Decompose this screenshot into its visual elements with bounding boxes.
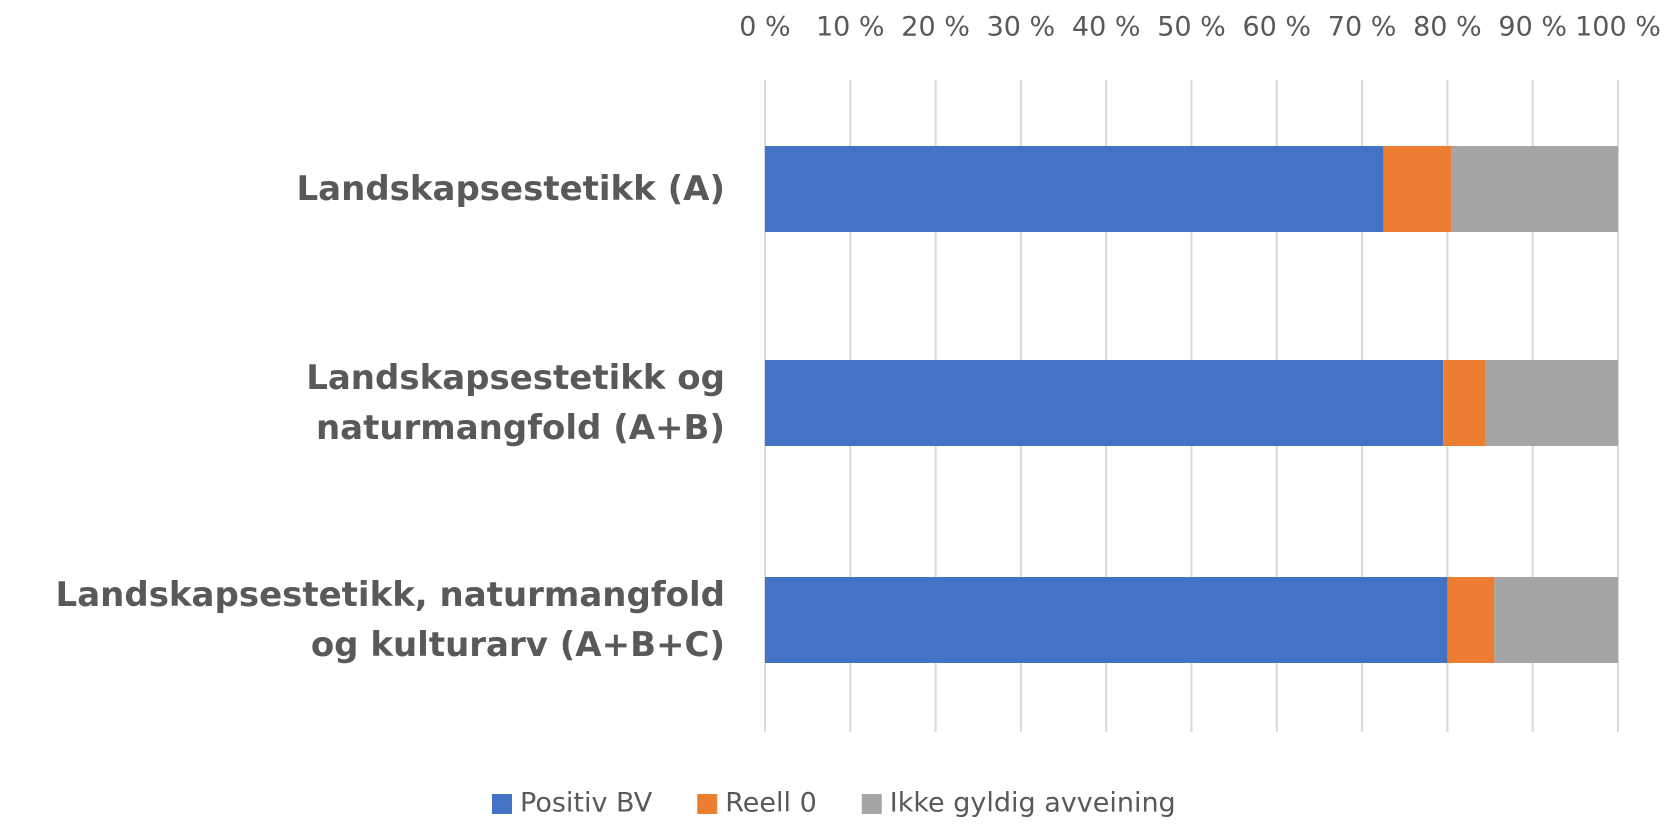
category-label: Landskapsestetikk (A) [296,169,726,209]
bar-segment [765,146,1384,232]
x-tick-label: 100 % [1575,12,1661,43]
category-label: Landskapsestetikk og naturmangfold (A+B) [306,358,725,448]
legend-label: Reell 0 [725,788,817,819]
x-tick-label: 80 % [1413,12,1482,43]
x-tick-label: 90 % [1498,12,1567,43]
x-tick-label: 40 % [1072,12,1141,43]
bar-segment [1451,146,1618,232]
x-tick-label: 0 % [739,12,790,43]
bar-segment [1494,577,1618,663]
legend-swatch [861,794,882,814]
bar-segment [1383,146,1452,232]
bar-segment [765,577,1448,663]
x-tick-label: 20 % [901,12,970,43]
legend-label: Ikke gyldig avveining [890,788,1176,819]
x-tick-label: 70 % [1328,12,1397,43]
legend-label: Positiv BV [520,788,653,819]
x-tick-label: 30 % [987,12,1056,43]
category-label: Landskapsestetikk, naturmangfold og kult… [55,575,725,665]
bar-segment [1443,360,1486,446]
legend-swatch [492,794,512,814]
x-tick-label: 60 % [1242,12,1311,43]
bar-segment [1485,360,1618,446]
bar-segment [1447,577,1495,663]
legend-swatch [697,794,718,814]
x-tick-label: 50 % [1157,12,1226,43]
x-tick-label: 10 % [816,12,885,43]
bar-segment [765,360,1444,446]
